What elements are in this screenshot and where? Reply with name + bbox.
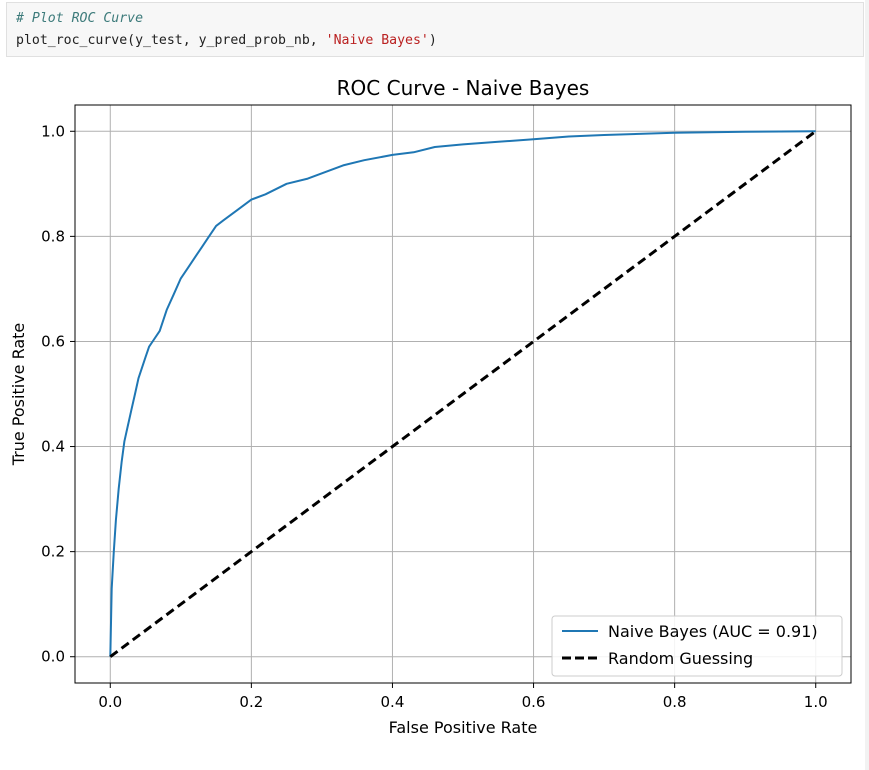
code-call-prefix: plot_roc_curve(y_test, y_pred_prob_nb,	[16, 33, 326, 48]
code-call-string: 'Naive Bayes'	[325, 33, 429, 48]
x-tick-label: 0.4	[381, 693, 405, 711]
code-call-line: plot_roc_curve(y_test, y_pred_prob_nb, '…	[16, 33, 437, 48]
y-tick-label: 0.4	[41, 438, 65, 456]
naive-bayes-roc-line	[109, 130, 816, 657]
legend-label-naive-bayes: Naive Bayes (AUC = 0.91)	[608, 622, 818, 641]
series-lines	[109, 130, 817, 658]
legend-label-random-guessing: Random Guessing	[608, 649, 753, 668]
x-tick-label: 0.2	[239, 693, 263, 711]
x-tick-label: 0.6	[522, 693, 546, 711]
scrollbar-track[interactable]	[865, 0, 869, 770]
y-axis-label: True Positive Rate	[9, 323, 28, 467]
roc-chart: ROC Curve - Naive Bayes 0.0 0.2 0.4 0.6 0.8 1…	[9, 76, 852, 737]
y-tick-label: 1.0	[41, 122, 65, 140]
y-tick-label: 0.0	[41, 648, 65, 666]
legend: Naive Bayes (AUC = 0.91) Random Guessing	[551, 615, 843, 677]
plot-frame	[74, 104, 852, 684]
y-tick-label: 0.2	[41, 543, 65, 561]
x-tick-label: 0.0	[98, 693, 122, 711]
x-tick-label: 0.8	[663, 693, 687, 711]
legend-box	[551, 615, 843, 677]
code-call-suffix: )	[428, 33, 437, 48]
y-tick-label: 0.6	[41, 332, 65, 350]
grid	[75, 105, 851, 683]
random-guessing-line	[109, 130, 817, 658]
axis-ticks: 0.0 0.2 0.4 0.6 0.8 1.0 0.0 0.2 0.4 0.6 0.8 1.0	[41, 122, 828, 711]
code-cell[interactable]: # Plot ROC Curve plot_roc_curve(y_test, …	[6, 2, 864, 57]
code-comment: # Plot ROC Curve	[16, 11, 144, 26]
x-axis-label: False Positive Rate	[389, 718, 538, 737]
y-tick-label: 0.8	[41, 227, 65, 245]
chart-title: ROC Curve - Naive Bayes	[337, 76, 590, 100]
x-tick-label: 1.0	[804, 693, 828, 711]
